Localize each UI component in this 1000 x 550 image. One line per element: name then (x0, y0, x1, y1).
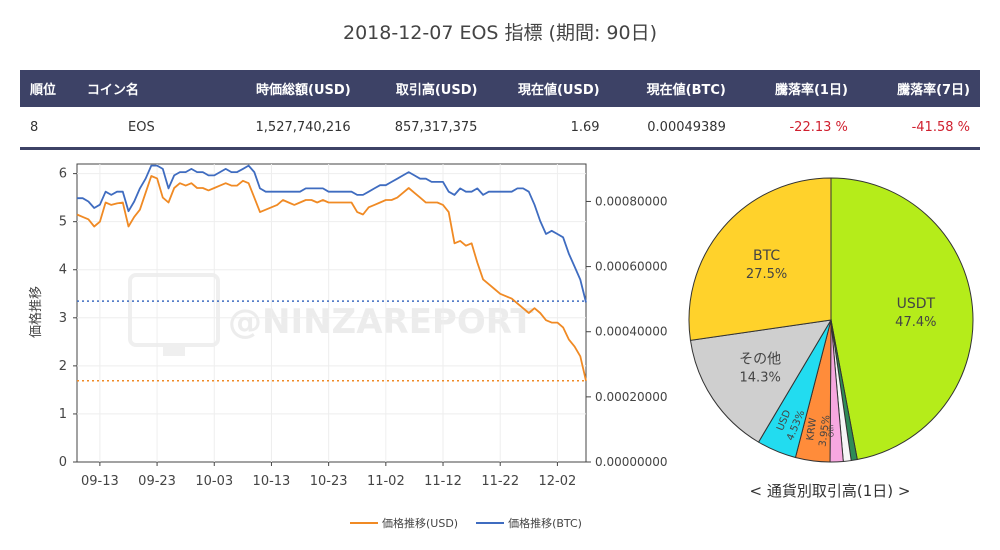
col-name: コイン名 (86, 83, 139, 98)
coin-info-table: 順位 コイン名 時価総額(USD) 取引高(USD) 現在値(USD) 現在値(… (20, 70, 980, 150)
cell-market-cap: 1,527,740,216 (205, 107, 361, 150)
col-change-1d: 騰落率(1日) (774, 83, 848, 98)
pie-label-btc: BTC (753, 248, 780, 264)
cell-volume: 857,317,375 (360, 107, 488, 150)
col-price-usd: 現在値(USD) (517, 83, 600, 98)
x-tick-label: 10-13 (253, 474, 291, 489)
watermark-text: @NINZAREPORT (228, 302, 534, 342)
x-tick-label: 09-13 (81, 474, 119, 489)
pie-slice-btc[interactable] (688, 177, 832, 341)
y-axis-label: 価格推移 (28, 286, 44, 338)
cell-price-usd: 1.69 (487, 107, 610, 150)
col-rank: 順位 (30, 83, 57, 98)
pie-rotated-label-oth: Oth (827, 424, 836, 437)
col-price-btc: 現在値(BTC) (646, 83, 726, 98)
legend-item-usd[interactable]: 価格推移(USD) (350, 515, 458, 531)
pie-label-oth: Oth (827, 424, 836, 437)
y2-tick-label: 0.00000000 (595, 455, 668, 469)
legend-swatch-usd (350, 522, 378, 524)
legend-label-btc: 価格推移(BTC) (508, 517, 582, 530)
y2-tick-label: 0.00020000 (595, 390, 668, 404)
legend-label-usd: 価格推移(USD) (382, 517, 459, 530)
pie-percent-krw: 3.95% (818, 414, 833, 447)
legend-swatch-btc (476, 522, 505, 524)
cell-name: EOS (76, 107, 206, 150)
table-row: 8 EOS 1,527,740,216 857,317,375 1.69 0.0… (20, 107, 980, 150)
series-line-usd[interactable] (76, 175, 587, 382)
pie-label-usdt: USDT (897, 296, 936, 312)
cell-change-1d: -22.13 % (735, 107, 858, 150)
chart-legend: 価格推移(USD) 価格推移(BTC) (350, 515, 582, 531)
watermark: @NINZAREPORT (128, 273, 534, 356)
watermark-monitor-icon (128, 273, 220, 347)
pie-slice-usdt[interactable] (830, 177, 974, 461)
y-tick-label: 0 (59, 455, 67, 470)
y2-tick-label: 0.00040000 (595, 325, 668, 339)
pie-percent-usdt: 47.4% (895, 315, 936, 330)
cell-price-btc: 0.00049389 (609, 107, 736, 150)
pie-label-krw: KRW (805, 417, 819, 441)
y-tick-label: 6 (59, 167, 67, 182)
x-tick-label: 11-22 (481, 474, 519, 489)
legend-item-btc[interactable]: 価格推移(BTC) (476, 515, 582, 531)
x-tick-label: 12-02 (539, 474, 577, 489)
pie-title: < 通貨別取引高(1日) > (749, 482, 911, 500)
x-tick-label: 09-23 (138, 474, 176, 489)
price-line-chart: @NINZAREPORT 0 1 2 3 4 5 6 0.00000000 0.00020000… (28, 163, 668, 489)
x-tick-label: 10-23 (310, 474, 348, 489)
y-tick-label: 2 (59, 359, 67, 374)
cell-rank: 8 (20, 107, 77, 150)
y-tick-label: 3 (59, 311, 67, 326)
cell-change-7d: -41.58 % (857, 107, 980, 150)
y2-tick-label: 0.00060000 (595, 260, 668, 274)
page-title: 2018-12-07 EOS 指標 (期間: 90日) (342, 22, 657, 44)
pie-label-その他: その他 (739, 351, 781, 367)
watermark-monitor-stand (163, 346, 185, 356)
volume-pie-chart: USDT47.4%OthKRW3.95%USD4.53%その他14.3%BTC2… (688, 177, 974, 463)
y2-tick-label: 0.00080000 (595, 194, 668, 208)
table-header-row: 順位 コイン名 時価総額(USD) 取引高(USD) 現在値(USD) 現在値(… (20, 70, 980, 107)
x-tick-label: 11-02 (367, 474, 405, 489)
pie-slice-その他[interactable] (689, 319, 832, 443)
series-line-btc[interactable] (77, 164, 587, 303)
col-volume: 取引高(USD) (395, 83, 478, 98)
y-tick-label: 1 (59, 407, 67, 422)
pie-percent-btc: 27.5% (746, 267, 787, 282)
y-tick-label: 5 (59, 215, 67, 230)
plot-frame (76, 163, 587, 463)
y-tick-label: 4 (59, 263, 67, 278)
col-change-7d: 騰落率(7日) (897, 83, 970, 98)
x-tick-label: 10-03 (195, 474, 233, 489)
pie-percent-その他: 14.3% (740, 370, 781, 385)
x-tick-label: 11-12 (424, 474, 462, 489)
col-market-cap: 時価総額(USD) (256, 83, 351, 98)
